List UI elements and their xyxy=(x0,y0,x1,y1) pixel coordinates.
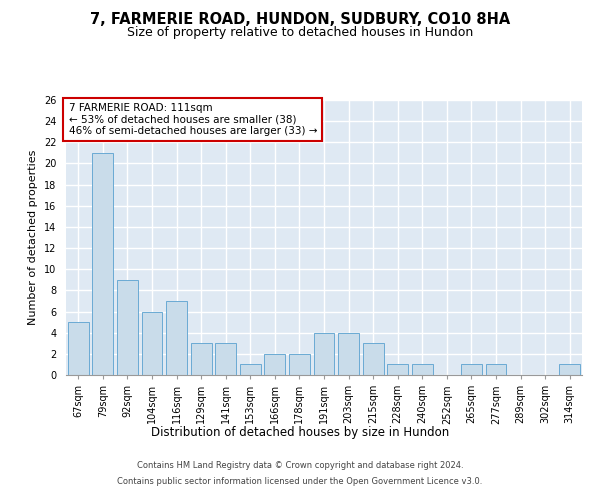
Bar xyxy=(117,280,138,375)
Bar xyxy=(559,364,580,375)
Bar xyxy=(461,364,482,375)
Bar xyxy=(362,344,383,375)
Bar xyxy=(289,354,310,375)
Bar xyxy=(166,301,187,375)
Text: 7 FARMERIE ROAD: 111sqm
← 53% of detached houses are smaller (38)
46% of semi-de: 7 FARMERIE ROAD: 111sqm ← 53% of detache… xyxy=(68,103,317,136)
Bar xyxy=(485,364,506,375)
Bar xyxy=(92,153,113,375)
Bar xyxy=(68,322,89,375)
Text: Contains HM Land Registry data © Crown copyright and database right 2024.: Contains HM Land Registry data © Crown c… xyxy=(137,462,463,470)
Bar xyxy=(338,332,359,375)
Text: 7, FARMERIE ROAD, HUNDON, SUDBURY, CO10 8HA: 7, FARMERIE ROAD, HUNDON, SUDBURY, CO10 … xyxy=(90,12,510,28)
Text: Distribution of detached houses by size in Hundon: Distribution of detached houses by size … xyxy=(151,426,449,439)
Text: Size of property relative to detached houses in Hundon: Size of property relative to detached ho… xyxy=(127,26,473,39)
Y-axis label: Number of detached properties: Number of detached properties xyxy=(28,150,38,325)
Bar xyxy=(215,344,236,375)
Bar xyxy=(265,354,286,375)
Bar xyxy=(412,364,433,375)
Bar xyxy=(314,332,334,375)
Bar xyxy=(387,364,408,375)
Text: Contains public sector information licensed under the Open Government Licence v3: Contains public sector information licen… xyxy=(118,476,482,486)
Bar xyxy=(191,344,212,375)
Bar xyxy=(142,312,163,375)
Bar xyxy=(240,364,261,375)
